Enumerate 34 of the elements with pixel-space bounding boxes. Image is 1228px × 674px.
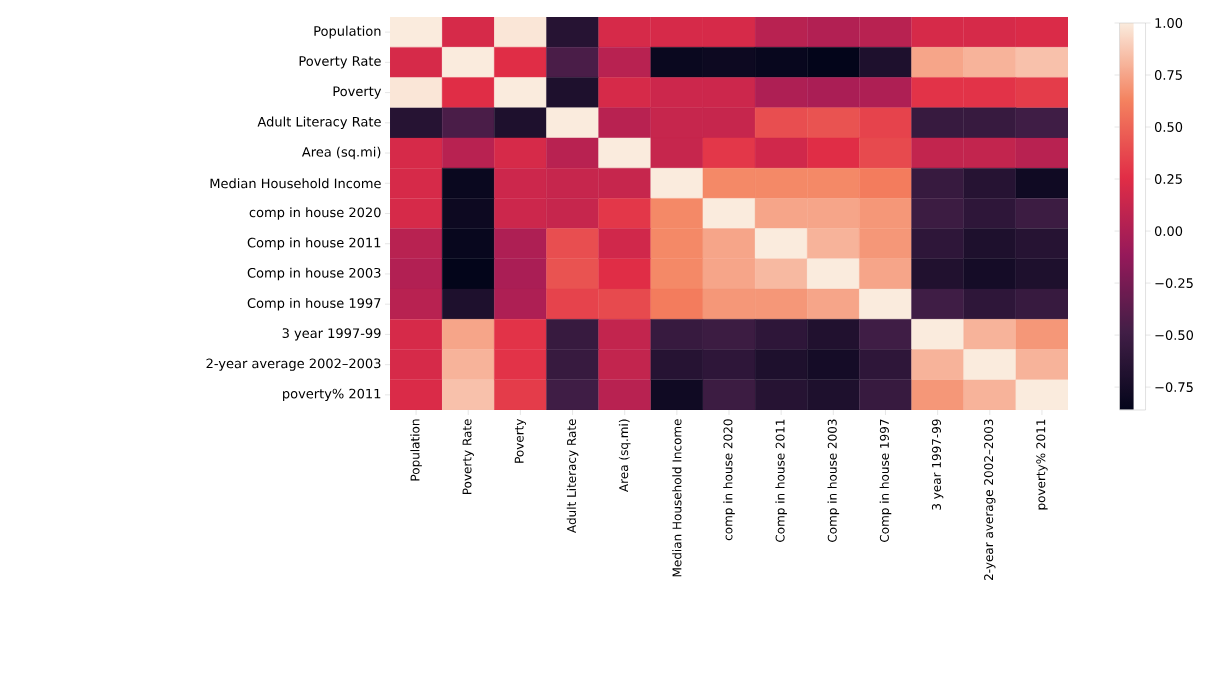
x-tick-label: Comp in house 2011 xyxy=(775,419,787,542)
y-tick-label: Adult Literacy Rate xyxy=(257,116,381,130)
color-bar-label: −0.25 xyxy=(1155,278,1193,288)
x-tick-label: Adult Literacy Rate xyxy=(566,419,579,533)
y-tick-label: Area (sq.mi) xyxy=(301,146,381,160)
y-tick-label: Population xyxy=(314,25,381,39)
y-tick-label: Poverty xyxy=(333,86,382,99)
y-tick-label: Poverty Rate xyxy=(299,56,381,69)
x-tick-label: Area (sq.mi) xyxy=(618,419,631,492)
x-tick-label: poverty% 2011 xyxy=(1036,419,1048,510)
color-bar-label: −0.75 xyxy=(1155,382,1193,393)
y-tick-label: 2-year average 2002–2003 xyxy=(206,358,381,371)
y-tick-label: Comp in house 2003 xyxy=(247,267,381,281)
x-tick-label: Population xyxy=(410,419,422,481)
x-tick-label: 2-year average 2002–2003 xyxy=(984,419,996,580)
color-bar-label: −0.50 xyxy=(1155,330,1194,340)
y-tick-label: Comp in house 2011 xyxy=(247,237,381,251)
x-tick-label: Poverty Rate xyxy=(462,419,474,495)
color-bar-label: 0.25 xyxy=(1154,174,1182,184)
x-tick-label: Comp in house 1997 xyxy=(879,419,892,542)
x-tick-label: comp in house 2020 xyxy=(723,419,735,541)
x-tick-label: 3 year 1997-99 xyxy=(931,419,944,510)
x-tick-label: Poverty xyxy=(514,418,527,463)
y-tick-label: 3 year 1997-99 xyxy=(282,328,381,341)
color-bar-label: 0.50 xyxy=(1154,122,1183,132)
x-tick-label: Median Household Income xyxy=(672,419,682,577)
y-tick-label: comp in house 2020 xyxy=(249,207,381,220)
y-tick-label: Median Household Income xyxy=(210,178,381,189)
color-bar-label: 0.00 xyxy=(1154,226,1183,236)
y-tick-label: poverty% 2011 xyxy=(283,388,381,402)
color-bar-label: 1.00 xyxy=(1155,18,1183,28)
x-tick-label: Comp in house 2003 xyxy=(827,419,840,542)
color-bar-label: 0.75 xyxy=(1154,70,1182,80)
y-tick-label: Comp in house 1997 xyxy=(247,297,381,311)
